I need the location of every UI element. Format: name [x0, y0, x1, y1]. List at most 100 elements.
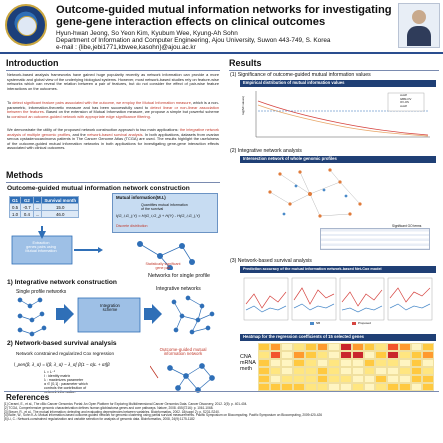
heatmap-cell — [387, 351, 399, 359]
heatmap-cell — [293, 383, 305, 391]
heatmap-cell — [340, 383, 352, 391]
table-row: 1.0 0.4 ... 46.0 — [8, 210, 80, 218]
references-rule — [4, 391, 439, 392]
heatmap-label-mrna: mRNA — [240, 360, 256, 366]
heatmap-cell — [316, 343, 329, 351]
mi-formula: I(G_i,G_j;Y) = H(G_i,G_j) + H(Y) - H(G_i… — [116, 213, 201, 218]
heatmap-cell — [328, 375, 341, 383]
heatmap-cell — [375, 351, 388, 359]
gene-pair-network-icon — [137, 241, 195, 270]
cox-note: λ : maximizes parameter — [44, 378, 84, 382]
methods-subtitle: Outcome-guided mutual information networ… — [7, 185, 190, 192]
heatmap-cell — [363, 343, 376, 351]
email: e-mail : {libe,jebi1771,kbwee,kasohn}@aj… — [56, 44, 196, 52]
heatmap-cell — [387, 359, 399, 367]
table-cell: -0.7 — [20, 203, 34, 211]
legend-entry: GBM-OV — [400, 96, 412, 101]
heatmap-cell — [351, 375, 364, 383]
cox-notes: L = L⁻¹ I : identity matrix λ : maximize… — [44, 370, 88, 394]
table-row: 0.5 -0.7 ... 15.0 — [8, 203, 80, 211]
heatmap-cell — [410, 351, 423, 359]
heatmap-cell — [398, 351, 411, 359]
heatmap-cell — [363, 359, 376, 367]
poster-header: Outcome-guided mutual information networ… — [0, 0, 443, 52]
heatmap-cell — [422, 367, 434, 375]
reference-item: [4] Bolte, W., Sohn K-A: Mutual informat… — [4, 413, 323, 418]
significant-pair-label: Statistically significant gene pair — [145, 262, 181, 270]
heatmap-cell — [269, 351, 282, 359]
heatmap-cell — [258, 359, 270, 367]
heatmap-cell — [387, 383, 399, 391]
cox-note: I : identity matrix — [44, 374, 71, 378]
table-cell: ... — [32, 210, 43, 218]
heatmap-cell — [422, 383, 434, 391]
heatmap-cell — [422, 343, 434, 351]
heatmap-cell — [328, 367, 341, 375]
references-list: [1] Cerami, E., et al., The cBio Cancer … — [4, 402, 439, 422]
go-terms-table — [320, 228, 430, 250]
result-2-banner: Intersection network of whole genomic pr… — [240, 156, 436, 163]
heatmap-cell — [340, 351, 352, 359]
coefficient-heatmap — [258, 343, 434, 391]
heatmap-cell — [304, 343, 317, 351]
heatmap-cell — [422, 351, 434, 359]
heatmap-cell — [363, 375, 376, 383]
heatmap-cell — [398, 367, 411, 375]
cox-formula: l_pen(β, λ_α) = l(β, λ_α) − λ_α[ β(1 − α… — [14, 362, 110, 367]
mi-box-title: Mutual information(M.I.) — [116, 195, 166, 200]
table-cell: ... — [32, 203, 43, 211]
heatmap-cell — [410, 343, 423, 351]
heatmap-cell — [410, 367, 423, 375]
heatmap-cell — [258, 343, 270, 351]
heatmap-cell — [269, 367, 282, 375]
heatmap-cell — [293, 375, 305, 383]
heatmap-cell — [269, 375, 282, 383]
heatmap-cell — [293, 343, 305, 351]
result-3-heading: (3) Network-based survival analysis — [230, 258, 312, 264]
result-1-heading: (1) Significance of outcome-guided mutua… — [230, 72, 371, 78]
heatmap-cell — [293, 351, 305, 359]
result-1-legend: cutoff GBM-OV OV-OS cutoff — [400, 93, 412, 108]
result-3-banner: Prediction accuracy of the mutual inform… — [240, 266, 436, 273]
table-header-cell: G1 — [8, 196, 22, 204]
heatmap-cell — [375, 359, 388, 367]
methods-title: Methods — [6, 170, 43, 180]
heatmap-cell — [410, 383, 423, 391]
legend-entry: cutoff — [400, 93, 407, 97]
discrete-distribution-label: Discrete distribution — [116, 224, 148, 228]
cox-note: controls the contribution of — [44, 386, 87, 390]
heatmap-cell — [258, 375, 270, 383]
heatmap-cell — [340, 343, 352, 351]
heatmap-banner: Heatmap for the regression coefficients … — [240, 334, 436, 341]
heatmap-cell — [304, 367, 317, 375]
heatmap-cell — [316, 383, 329, 391]
heatmap-cell — [387, 375, 399, 383]
intro-paragraph-3: We demonstrate the utility of the propos… — [7, 127, 220, 151]
cox-note: network information — [44, 390, 76, 394]
heatmap-cell — [328, 343, 341, 351]
heatmap-cell — [340, 367, 352, 375]
heatmap-cell — [281, 351, 294, 359]
introduction-title: Introduction — [6, 58, 59, 68]
heatmap-cell — [258, 351, 270, 359]
heatmap-cell — [328, 359, 341, 367]
integrative-construction-title: 1) Integrative network construction — [7, 279, 117, 286]
single-profile-networks-label: Single profile networks — [16, 289, 67, 295]
survival-analysis-title: 2) Network-based survival analysis — [7, 340, 117, 347]
extraction-label: Extraction genes pairs using Mutual info… — [25, 241, 57, 253]
heatmap-cell — [351, 343, 364, 351]
prediction-accuracy-charts — [243, 277, 433, 325]
heatmap-cell — [351, 383, 364, 391]
integration-scheme-label: Integration scheme — [100, 303, 120, 312]
heatmap-cell — [398, 375, 411, 383]
table-cell: 0.5 — [8, 203, 22, 211]
result-1-banner: Empirical distribution of mutual informa… — [240, 80, 436, 87]
networks-single-profile-label: Networks for single profile — [148, 273, 211, 279]
heatmap-cell — [281, 359, 294, 367]
heatmap-cell — [269, 383, 282, 391]
poster-title: Outcome-guided mutual information networ… — [56, 4, 392, 28]
reference-item: [3] Steuer, R., et al., The mutual infor… — [4, 409, 220, 414]
heatmap-cell — [375, 383, 388, 391]
heatmap-cell — [398, 383, 411, 391]
heatmap-cell — [328, 383, 341, 391]
